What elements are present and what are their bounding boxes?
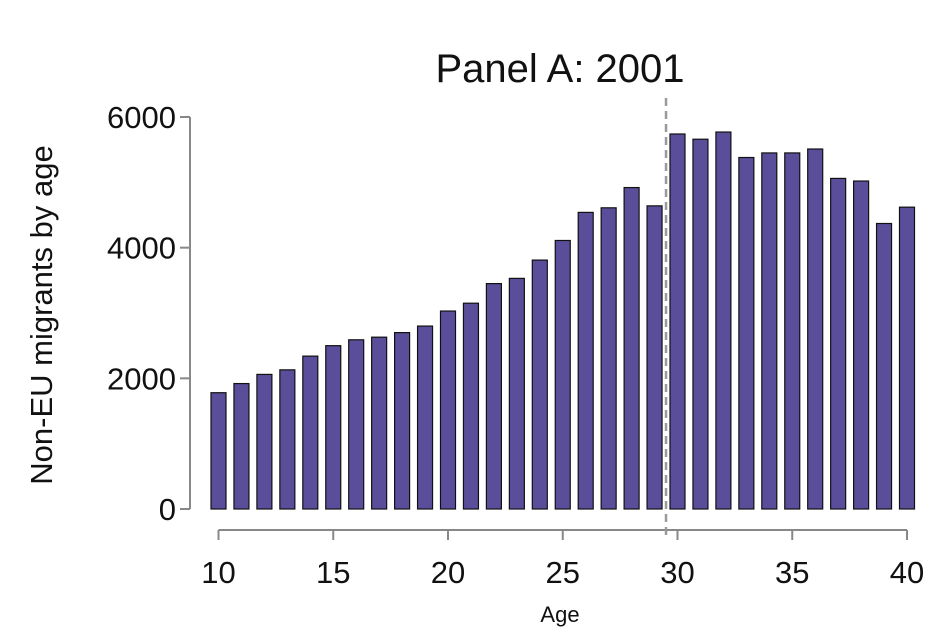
bar-age-37 [830, 177, 847, 510]
x-tick-label: 40 [890, 555, 924, 590]
bar-age-14 [302, 355, 319, 510]
x-tick-label: 25 [546, 555, 580, 590]
y-axis: 0 2000 4000 6000 [107, 100, 191, 527]
bar-age-16 [348, 339, 365, 510]
bar-age-11 [233, 382, 250, 510]
bar-age-36 [807, 148, 824, 510]
bar-age-28 [623, 186, 640, 510]
bar-age-13 [279, 369, 296, 510]
bar-age-30 [669, 133, 686, 510]
bar-age-15 [325, 345, 342, 510]
bar-age-12 [256, 373, 273, 510]
y-tick-label: 4000 [107, 231, 176, 266]
bar-age-20 [439, 310, 457, 510]
bar-age-29 [646, 205, 663, 510]
bars-group [210, 131, 916, 510]
bar-age-18 [394, 332, 411, 510]
bar-age-35 [784, 152, 801, 510]
bar-age-39 [875, 222, 893, 510]
chart-title: Panel A: 2001 [435, 47, 684, 91]
x-tick-label: 10 [201, 555, 235, 590]
x-axis: 10 15 20 25 30 35 40 [201, 529, 924, 590]
bar-age-22 [485, 283, 502, 510]
y-tick-label: 2000 [107, 361, 176, 396]
bar-age-34 [761, 152, 778, 510]
bar-age-27 [600, 207, 617, 510]
bar-age-26 [577, 211, 594, 510]
bar-age-40 [898, 206, 916, 510]
x-tick-label: 15 [316, 555, 350, 590]
x-tick-label: 20 [431, 555, 465, 590]
bar-age-23 [508, 277, 525, 510]
y-tick-label: 0 [159, 492, 176, 527]
y-axis-label: Non-EU migrants by age [24, 145, 59, 484]
bar-age-24 [531, 259, 548, 510]
bar-age-32 [715, 131, 732, 510]
bar-age-19 [416, 325, 434, 510]
x-tick-label: 30 [660, 555, 694, 590]
bar-age-33 [738, 156, 755, 510]
bar-age-25 [554, 239, 571, 510]
bar-age-17 [371, 336, 388, 510]
x-axis-label: Age [540, 602, 579, 627]
bar-age-31 [692, 138, 709, 510]
bar-age-21 [462, 302, 480, 510]
x-tick-label: 35 [775, 555, 809, 590]
y-tick-label: 6000 [107, 100, 176, 135]
bar-age-38 [852, 180, 870, 510]
bar-age-10 [210, 392, 227, 510]
